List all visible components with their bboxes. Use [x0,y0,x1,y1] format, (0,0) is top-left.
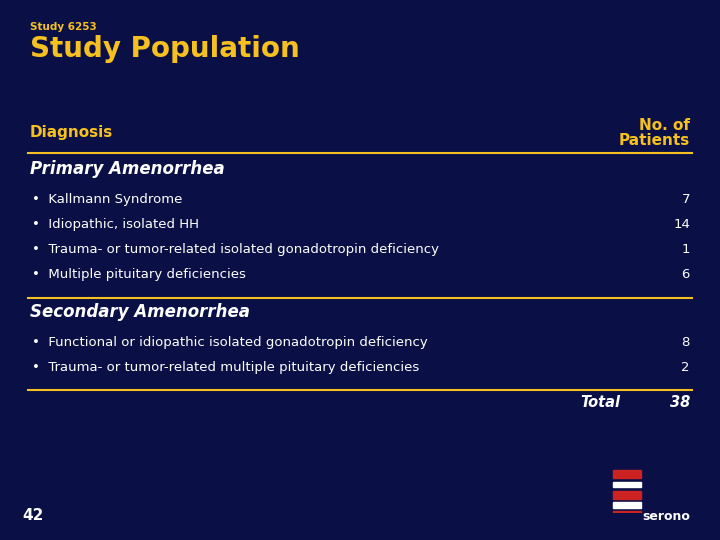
Text: Total: Total [580,395,620,410]
Bar [613,482,641,487]
Text: 14: 14 [673,218,690,231]
Text: •  Multiple pituitary deficiencies: • Multiple pituitary deficiencies [32,268,246,281]
Text: 8: 8 [682,336,690,349]
Text: •  Trauma- or tumor-related isolated gonadotropin deficiency: • Trauma- or tumor-related isolated gona… [32,243,439,256]
Text: Patients: Patients [618,133,690,148]
Text: •  Functional or idiopathic isolated gonadotropin deficiency: • Functional or idiopathic isolated gona… [32,336,428,349]
Text: 1: 1 [682,243,690,256]
Text: •  Idiopathic, isolated HH: • Idiopathic, isolated HH [32,218,199,231]
Text: Study Population: Study Population [30,35,300,63]
Bar [613,511,641,519]
Text: 2: 2 [682,361,690,374]
Bar [613,502,641,508]
Text: Study 6253: Study 6253 [30,22,96,32]
Text: No. of: No. of [639,118,690,133]
Text: •  Kallmann Syndrome: • Kallmann Syndrome [32,193,182,206]
Text: 38: 38 [670,395,690,410]
Text: Diagnosis: Diagnosis [30,125,113,140]
Text: 42: 42 [22,508,43,523]
Text: Secondary Amenorrhea: Secondary Amenorrhea [30,303,250,321]
Text: Primary Amenorrhea: Primary Amenorrhea [30,160,225,178]
Bar [613,470,641,478]
Text: •  Trauma- or tumor-related multiple pituitary deficiencies: • Trauma- or tumor-related multiple pitu… [32,361,419,374]
Text: 6: 6 [682,268,690,281]
Text: 7: 7 [682,193,690,206]
Bar [613,491,641,499]
Text: serono: serono [642,510,690,523]
